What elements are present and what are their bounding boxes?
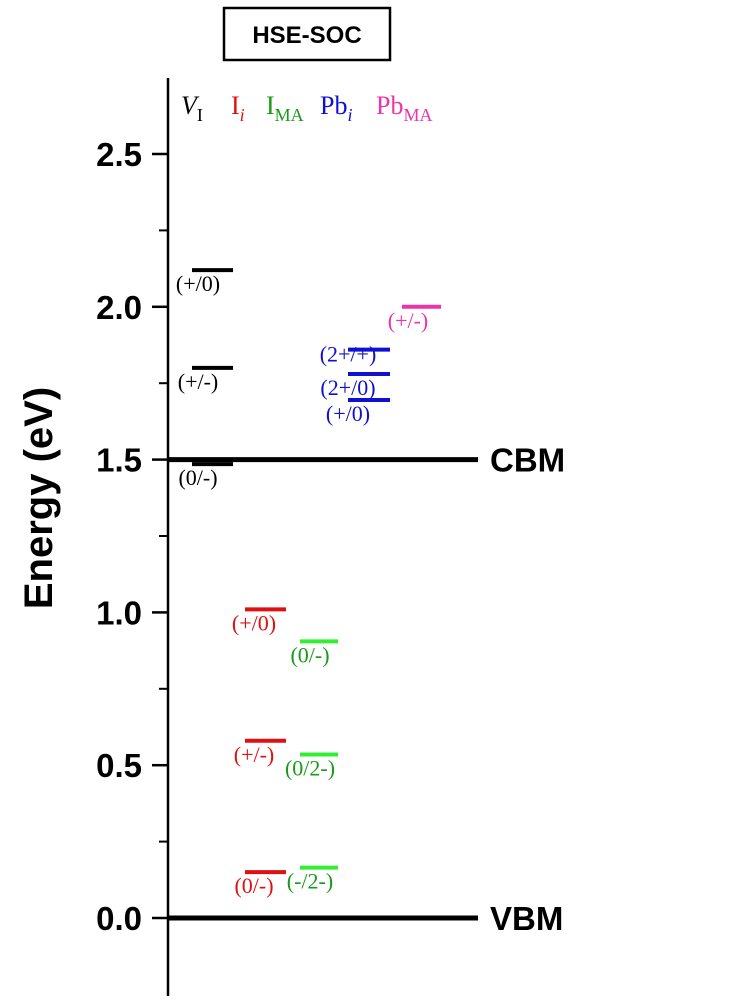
y-tick-label: 1.5 (96, 442, 142, 479)
defect-level-label: (2+/0) (320, 375, 375, 400)
defect-level-label: (+/-) (178, 369, 219, 394)
defect-level-label: (+/0) (232, 610, 276, 635)
y-axis-ticks: 0.0 0.5 1.0 1.5 2.0 2.5 (96, 136, 168, 937)
defect-level-label: (+/0) (176, 271, 220, 296)
series-label: IMA (266, 91, 304, 125)
y-tick-label: 1.0 (96, 594, 142, 631)
defect-level-label: (2+/+) (320, 342, 377, 367)
band-edges: CBM VBM (168, 442, 565, 937)
series-label: Pbi (320, 91, 352, 125)
chart-title-box: HSE-SOC (222, 6, 392, 62)
defect-level-label: (0/2-) (285, 756, 335, 781)
chart-title: HSE-SOC (252, 22, 361, 49)
defect-level-label: (+/-) (234, 742, 275, 767)
y-axis-label: Energy (eV) (17, 387, 61, 609)
y-tick-label: 2.5 (96, 136, 142, 173)
defect-level-label: (+/-) (388, 308, 429, 333)
defect-level-label: (0/-) (234, 873, 273, 898)
series-label: Ii (231, 91, 245, 125)
series-label: PbMA (376, 91, 432, 125)
y-tick-label: 0.5 (96, 747, 142, 784)
band-label-cbm: CBM (490, 442, 565, 479)
defect-level-label: (+/0) (326, 401, 370, 426)
defect-levels: (+/0) (+/-) (0/-) (+/0) (+/-) (0/-) (0/-) (0/2-… (176, 268, 441, 898)
band-label-vbm: VBM (490, 900, 563, 937)
series-labels: VI Ii IMA Pbi PbMA (181, 91, 432, 125)
y-tick-label: 2.0 (96, 289, 142, 326)
defect-level-label: (0/-) (290, 642, 329, 667)
y-tick-label: 0.0 (96, 900, 142, 937)
series-label: VI (181, 91, 203, 125)
defect-level-label: (-/2-) (287, 869, 333, 894)
defect-level-label: (0/-) (178, 465, 217, 490)
